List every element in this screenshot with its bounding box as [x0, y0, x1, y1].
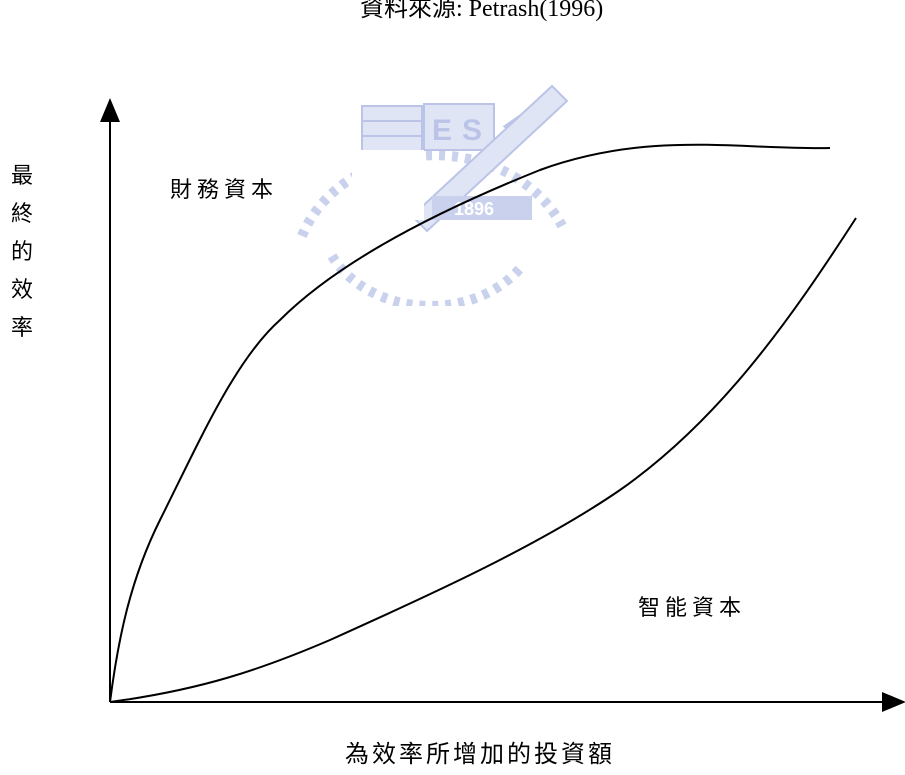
y-axis-label-char: 終 [10, 202, 33, 227]
y-axis-label-char: 率 [10, 316, 33, 341]
y-axis-label-char: 效 [10, 278, 33, 303]
seal-letter-e: E [432, 114, 452, 147]
university-seal-watermark: E S A 1896 [297, 84, 569, 306]
y-axis-label-char: 最 [10, 164, 33, 189]
intellectual-capital-label: 智能資本 [638, 596, 747, 621]
x-axis-label: 為效率所增加的投資額 [345, 740, 615, 768]
source-note: 資料來源: Petrash(1996) [360, 0, 604, 22]
financial-capital-label: 財務資本 [170, 178, 279, 203]
financial-capital-curve [109, 143, 831, 703]
seal-year-plate [432, 196, 532, 220]
watermark-cover [352, 150, 424, 220]
seal-letter-s: S [462, 114, 482, 147]
seal-year: 1896 [454, 199, 494, 219]
y-axis-label-char: 的 [10, 240, 33, 265]
intellectual-capital-curve [109, 217, 857, 703]
seal-ring [297, 150, 567, 306]
seal-band [410, 84, 569, 233]
y-axis-label: 最 終 的 效 率 [10, 158, 34, 348]
